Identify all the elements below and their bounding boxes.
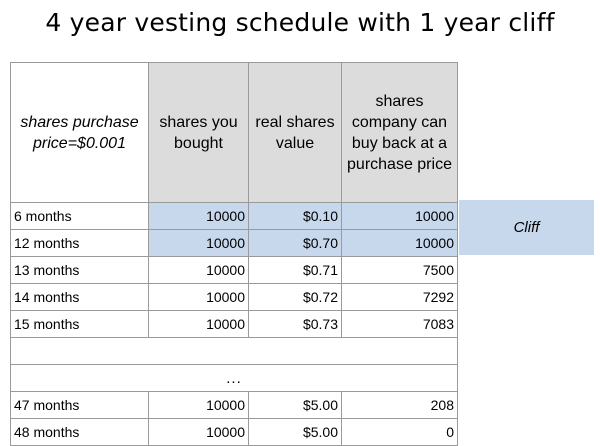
buyback-cell: 208	[341, 391, 458, 419]
page-title: 4 year vesting schedule with 1 year clif…	[45, 8, 555, 37]
table-row: 48 months 10000 $5.00 0	[10, 418, 458, 446]
shares-bought-cell: 10000	[148, 310, 249, 338]
shares-bought-cell: 10000	[148, 202, 249, 230]
header-real-value: real shares value	[248, 62, 342, 203]
buyback-cell: 10000	[341, 229, 458, 257]
header-row: shares purchase price=$0.001 shares you …	[10, 62, 458, 203]
blank-row	[10, 337, 458, 365]
row-label: 14 months	[10, 283, 149, 311]
share-value-cell: $0.73	[248, 310, 342, 338]
header-buyback-shares: shares company can buy back at a purchas…	[341, 62, 458, 203]
buyback-cell: 10000	[341, 202, 458, 230]
shares-bought-cell: 10000	[148, 283, 249, 311]
share-value-cell: $5.00	[248, 418, 342, 446]
share-value-cell: $0.71	[248, 256, 342, 284]
ellipsis-row: ...	[10, 364, 458, 392]
header-shares-bought: shares you bought	[148, 62, 249, 203]
share-value-cell: $0.72	[248, 283, 342, 311]
cliff-label: Cliff	[459, 200, 594, 255]
share-value-cell: $0.70	[248, 229, 342, 257]
vesting-table: shares purchase price=$0.001 shares you …	[10, 62, 458, 446]
shares-bought-cell: 10000	[148, 418, 249, 446]
buyback-cell: 7292	[341, 283, 458, 311]
buyback-cell: 7083	[341, 310, 458, 338]
row-label: 12 months	[10, 229, 149, 257]
shares-bought-cell: 10000	[148, 229, 249, 257]
share-value-cell: $0.10	[248, 202, 342, 230]
row-label: 48 months	[10, 418, 149, 446]
shares-bought-cell: 10000	[148, 256, 249, 284]
share-value-cell: $5.00	[248, 391, 342, 419]
table-row: 6 months 10000 $0.10 10000	[10, 202, 458, 230]
table-row: 15 months 10000 $0.73 7083	[10, 310, 458, 338]
table-row: 13 months 10000 $0.71 7500	[10, 256, 458, 284]
buyback-cell: 0	[341, 418, 458, 446]
buyback-cell: 7500	[341, 256, 458, 284]
row-label: 15 months	[10, 310, 149, 338]
ellipsis-marker: ...	[10, 364, 458, 392]
row-label: 47 months	[10, 391, 149, 419]
shares-bought-cell: 10000	[148, 391, 249, 419]
row-label: 6 months	[10, 202, 149, 230]
blank-cell	[10, 337, 458, 365]
table-row: 47 months 10000 $5.00 208	[10, 391, 458, 419]
table-row: 12 months 10000 $0.70 10000	[10, 229, 458, 257]
row-label: 13 months	[10, 256, 149, 284]
table-row: 14 months 10000 $0.72 7292	[10, 283, 458, 311]
header-purchase-price: shares purchase price=$0.001	[10, 62, 149, 203]
